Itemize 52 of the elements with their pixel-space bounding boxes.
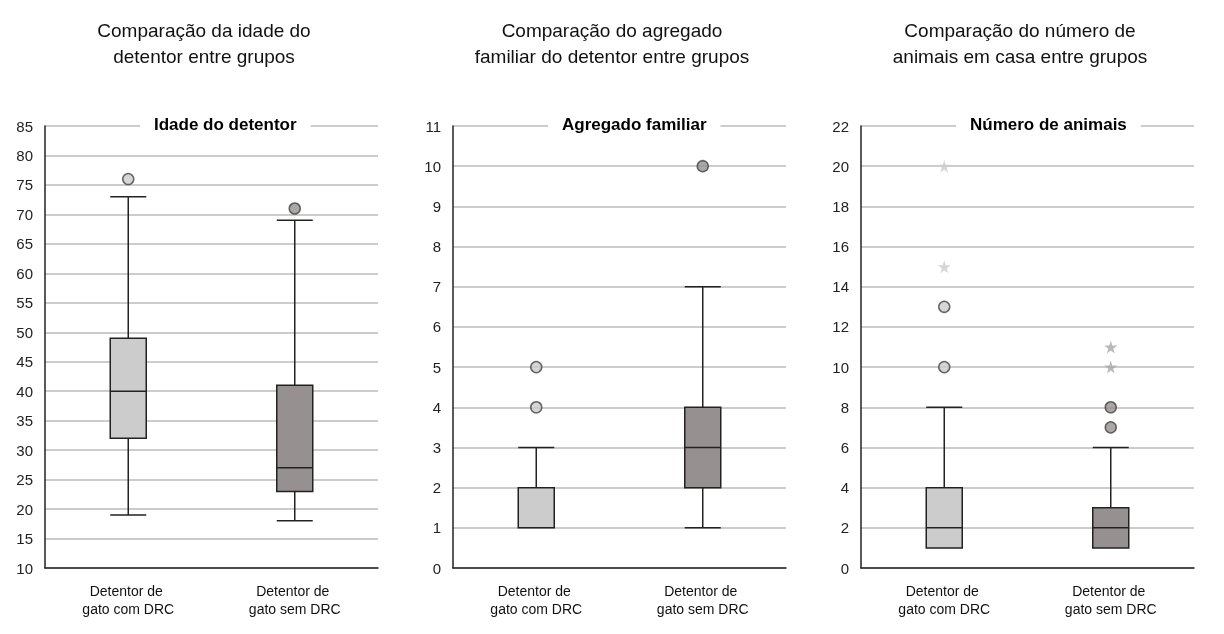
chart-title: Comparação do número de animais em casa entre grupos bbox=[892, 19, 1148, 67]
y-tick-label: 50 bbox=[16, 323, 33, 341]
y-tick-label: 65 bbox=[16, 235, 33, 253]
y-tick-label: 4 bbox=[432, 398, 441, 416]
y-tick-label: 70 bbox=[16, 205, 33, 223]
y-tick-label: 5 bbox=[432, 358, 441, 376]
y-tick-label: 3 bbox=[432, 438, 441, 456]
y-tick-label: 20 bbox=[16, 500, 33, 518]
y-tick-label: 9 bbox=[432, 197, 441, 215]
y-tick-label: 15 bbox=[16, 530, 33, 548]
y-tick-label: 75 bbox=[16, 176, 33, 194]
y-tick-label: 25 bbox=[16, 471, 33, 489]
y-tick-label: 12 bbox=[832, 318, 849, 336]
y-tick-label: 8 bbox=[432, 238, 441, 256]
y-tick-label: 6 bbox=[840, 438, 849, 456]
y-tick-label: 20 bbox=[832, 157, 849, 175]
y-tick-label: 30 bbox=[16, 441, 33, 459]
chart-title: Comparação do agregado familiar do detentor entre grupos bbox=[474, 19, 750, 67]
y-tick-label: 4 bbox=[840, 479, 849, 497]
y-tick-label: 10 bbox=[424, 157, 441, 175]
y-tick-label: 11 bbox=[425, 117, 441, 135]
y-tick-label: 16 bbox=[832, 238, 849, 256]
y-tick-label: 14 bbox=[832, 278, 849, 296]
x-tick-label: Detentor de gato sem DRC bbox=[656, 583, 749, 617]
x-tick-label: Detentor de gato com DRC bbox=[82, 583, 175, 617]
y-tick-label: 8 bbox=[840, 398, 849, 416]
y-tick-label: 85 bbox=[16, 117, 33, 135]
y-tick-label: 2 bbox=[432, 479, 441, 497]
x-tick-label: Detentor de gato com DRC bbox=[490, 583, 583, 617]
x-tick-label: Detentor de gato com DRC bbox=[898, 583, 991, 617]
y-tick-label: 7 bbox=[432, 278, 441, 296]
x-tick-label: Detentor de gato sem DRC bbox=[248, 583, 341, 617]
y-tick-label: 10 bbox=[832, 358, 849, 376]
y-tick-label: 80 bbox=[16, 146, 33, 164]
x-tick-label: Detentor de gato sem DRC bbox=[1064, 583, 1157, 617]
y-tick-label: 0 bbox=[432, 559, 441, 577]
y-tick-label: 45 bbox=[16, 353, 33, 371]
y-tick-label: 55 bbox=[16, 294, 33, 312]
y-tick-label: 6 bbox=[432, 318, 441, 336]
y-tick-label: 60 bbox=[16, 264, 33, 282]
chart-subtitle: Agregado familiar bbox=[562, 115, 707, 134]
chart-subtitle: Número de animais bbox=[970, 115, 1127, 134]
chart-subtitle: Idade do detentor bbox=[154, 115, 297, 134]
y-tick-label: 40 bbox=[16, 382, 33, 400]
y-tick-label: 0 bbox=[840, 559, 849, 577]
y-tick-label: 2 bbox=[840, 519, 849, 537]
y-tick-label: 10 bbox=[16, 559, 33, 577]
y-tick-label: 35 bbox=[16, 412, 33, 430]
chart-title: Comparação da idade do detentor entre grupos bbox=[97, 19, 311, 67]
y-tick-label: 1 bbox=[432, 519, 441, 537]
y-tick-label: 22 bbox=[832, 117, 849, 135]
y-tick-label: 18 bbox=[832, 197, 849, 215]
